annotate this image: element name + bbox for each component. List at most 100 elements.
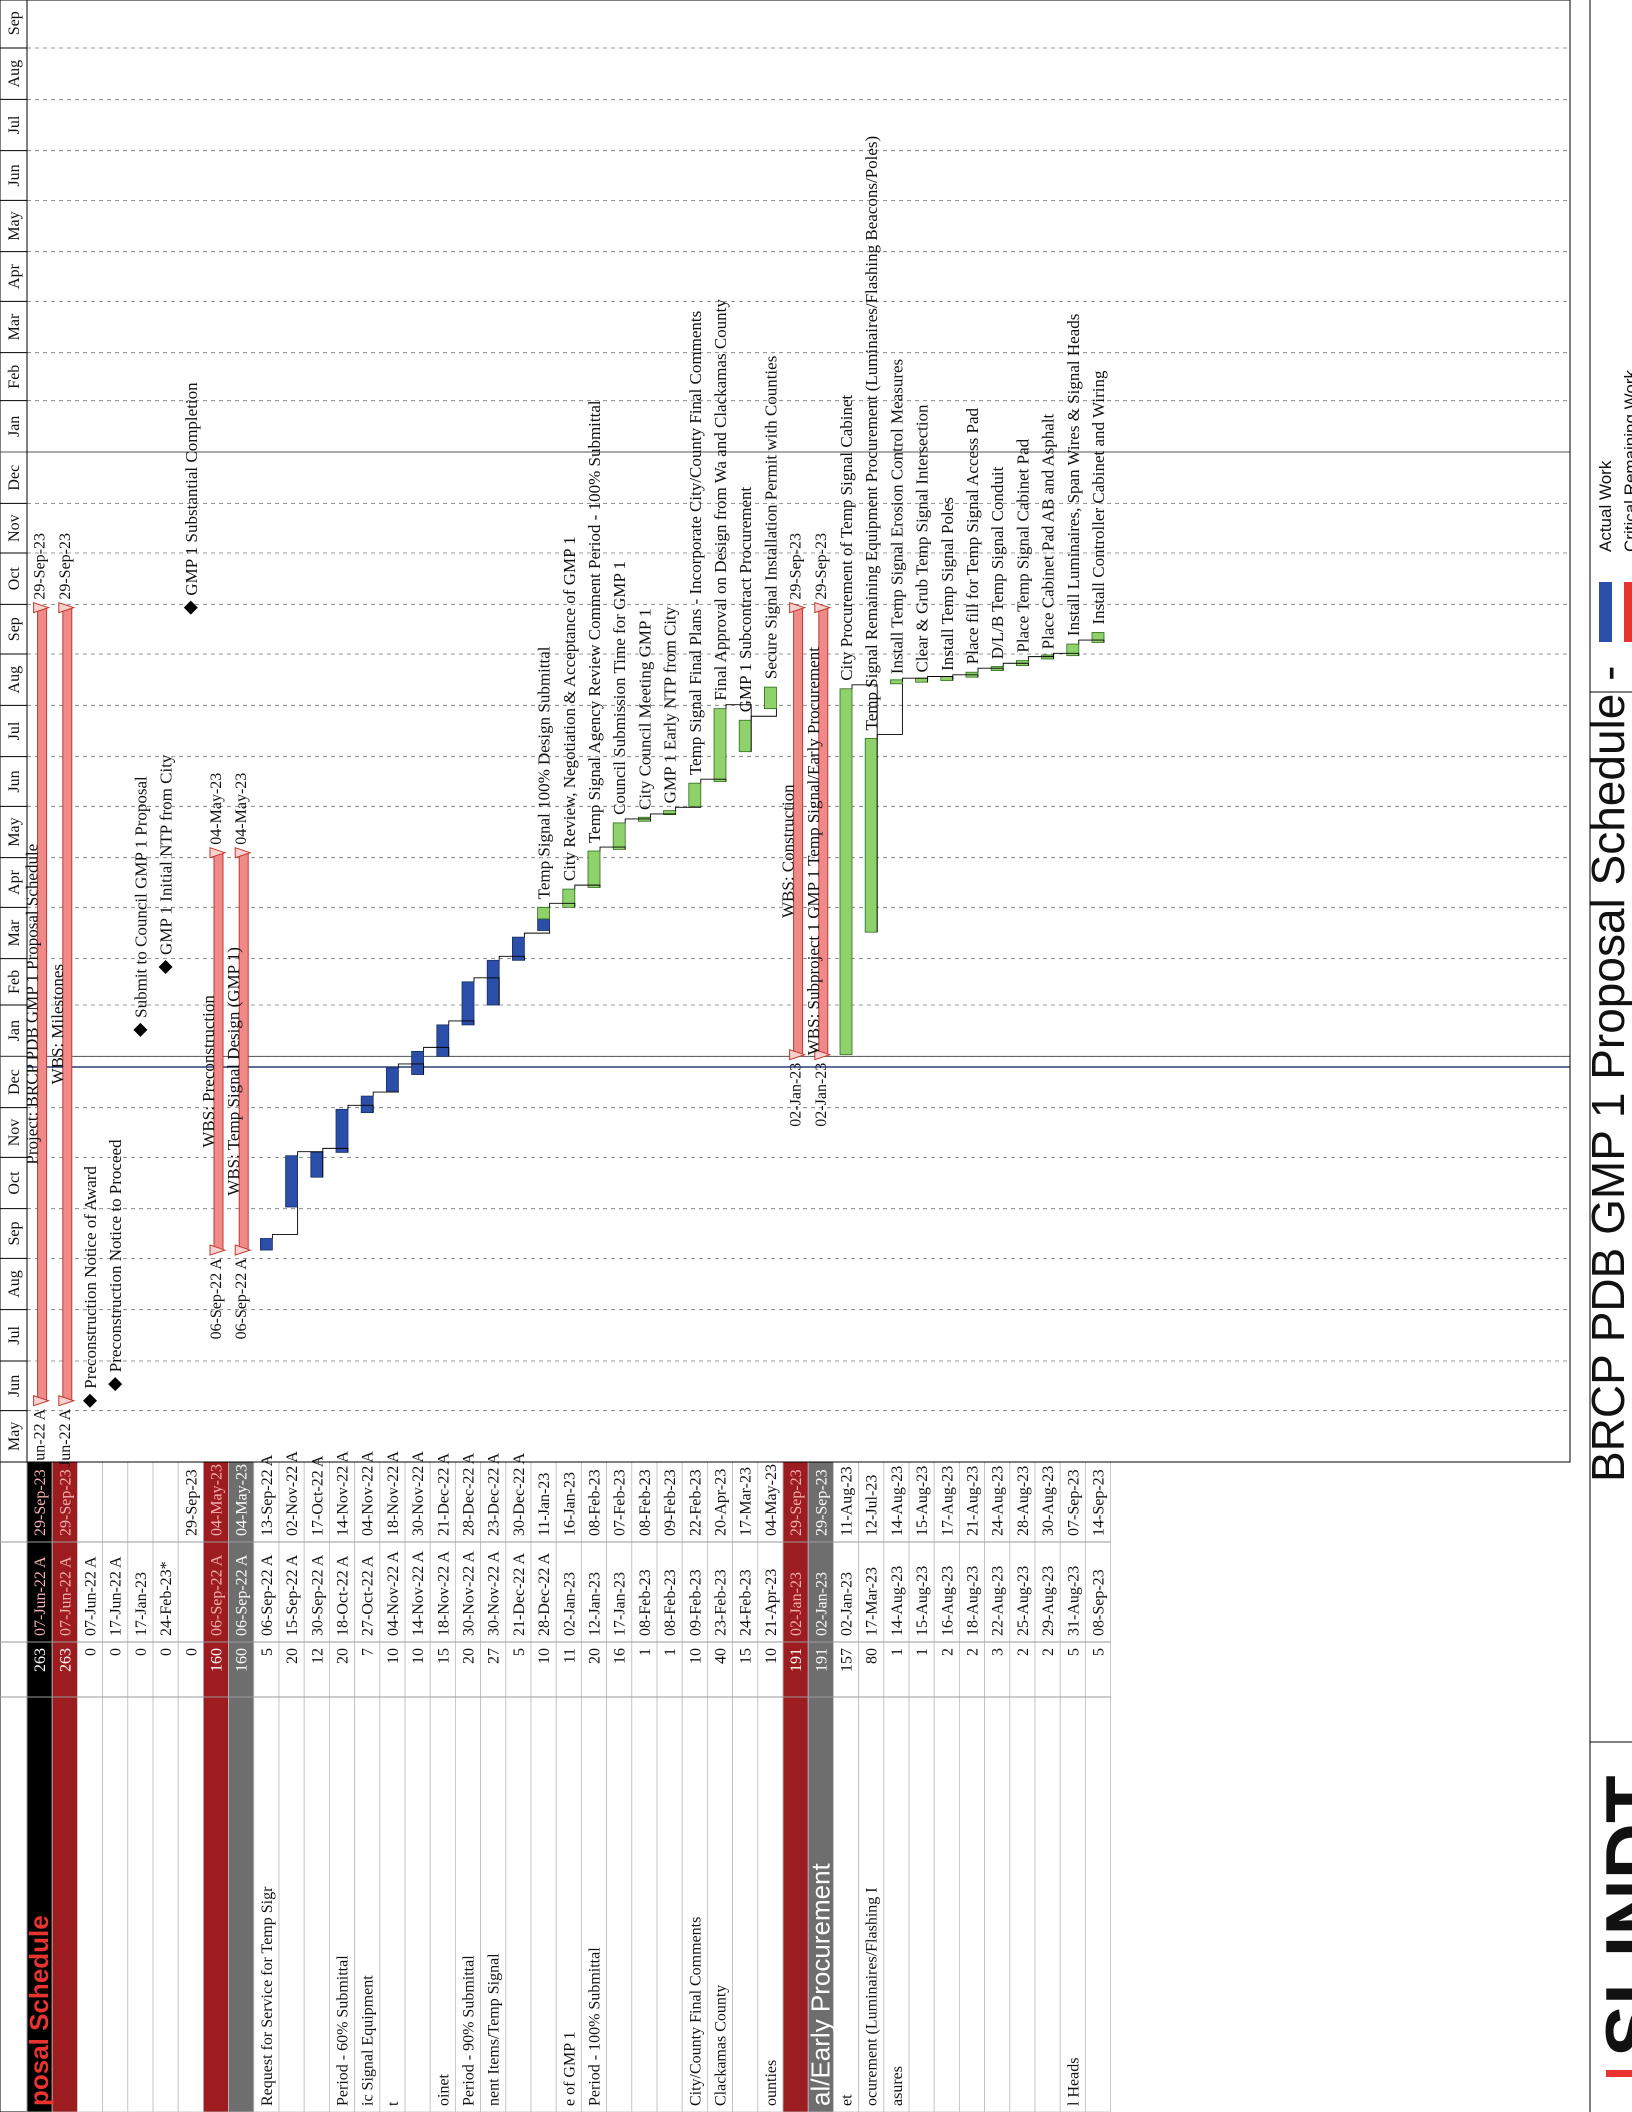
activity-bar-label: D/L/B Temp Signal Conduit bbox=[988, 466, 1007, 659]
logo-mark bbox=[1606, 2070, 1632, 2077]
table-row-bg bbox=[1034, 1461, 1061, 2112]
remaining-work-bar bbox=[839, 688, 853, 1056]
activity-name: oinet bbox=[435, 2073, 452, 2106]
finish-cell: 04-May-23 bbox=[763, 1464, 780, 1536]
table-row-bg bbox=[1059, 1461, 1086, 2112]
start-cell: 24-Feb-23 bbox=[738, 1569, 755, 1636]
relationship-line bbox=[624, 818, 651, 823]
legend-swatch-critical bbox=[1624, 582, 1632, 642]
finish-cell: 04-May-23 bbox=[209, 1464, 226, 1536]
summary-finish-label: 29-Sep-23 bbox=[813, 533, 830, 600]
summary-finish-caret bbox=[33, 601, 51, 614]
duration-cell: 20 bbox=[335, 1648, 352, 1664]
milestone-label: Submit to Council GMP 1 Proposal bbox=[131, 776, 150, 1018]
finish-cell: 17-Mar-23 bbox=[738, 1467, 755, 1536]
activity-bar-label: Clear & Grub Temp Signal Intersection bbox=[913, 404, 932, 673]
timescale-month-label: Jun bbox=[6, 770, 23, 792]
summary-start-caret bbox=[33, 1395, 51, 1407]
start-cell: 04-Nov-22 A bbox=[385, 1551, 402, 1636]
start-cell: 14-Aug-23 bbox=[889, 1566, 906, 1636]
finish-cell: 07-Feb-23 bbox=[612, 1469, 629, 1536]
relationship-line bbox=[549, 902, 576, 908]
relationship-line bbox=[1053, 652, 1080, 658]
duration-cell: 5 bbox=[1091, 1648, 1108, 1656]
logo-wordmark: SLINDT bbox=[1589, 1775, 1632, 2057]
activity-name: Period - 60% Submittal bbox=[335, 1955, 352, 2106]
start-cell: 08-Feb-23 bbox=[662, 1569, 679, 1636]
start-cell: 08-Feb-23 bbox=[637, 1569, 654, 1636]
finish-cell: 14-Aug-23 bbox=[889, 1466, 906, 1536]
finish-cell: 20-Apr-23 bbox=[713, 1469, 730, 1536]
activity-bar-label: Place Temp Signal Cabinet Pad bbox=[1013, 438, 1032, 652]
actual-work-bar bbox=[461, 981, 475, 1026]
duration-cell: 27 bbox=[486, 1648, 503, 1664]
relationship-line bbox=[347, 1104, 374, 1113]
activity-bar-label: Secure Signal Installation Permit with C… bbox=[761, 356, 780, 679]
timescale-month-label: Oct bbox=[6, 567, 23, 591]
timescale-month-label: Jun bbox=[6, 164, 23, 186]
finish-cell: 16-Jan-23 bbox=[561, 1472, 578, 1536]
activity-name: Request for Service for Temp Sigr bbox=[259, 1886, 276, 2106]
summary-start-label: Jun-22 A bbox=[57, 1408, 74, 1467]
duration-cell: 10 bbox=[536, 1648, 553, 1664]
activity-name: e of GMP 1 bbox=[561, 2031, 578, 2106]
duration-cell: 263 bbox=[32, 1648, 49, 1672]
timescale-month-label: Dec bbox=[6, 465, 23, 491]
finish-cell: 11-Aug-23 bbox=[839, 1466, 856, 1536]
table-header bbox=[0, 1461, 28, 2112]
activity-name: Period - 90% Submittal bbox=[461, 1955, 478, 2106]
remaining-work-bar bbox=[1066, 643, 1080, 657]
activity-name: ounties bbox=[763, 2060, 780, 2106]
legend-label-critical: Critical Remaining Work bbox=[1621, 369, 1632, 552]
duration-cell: 1 bbox=[637, 1648, 654, 1656]
summary-finish-label: 04-May-23 bbox=[208, 773, 225, 845]
relationship-line bbox=[322, 1147, 349, 1153]
summary-finish-label: 29-Sep-23 bbox=[32, 533, 49, 600]
activity-bar-label: Install Temp Signal Erosion Control Meas… bbox=[887, 359, 906, 674]
actual-work-bar bbox=[436, 1024, 450, 1057]
duration-cell: 0 bbox=[83, 1648, 100, 1656]
table-row-bg bbox=[933, 1461, 960, 2112]
timescale-month-label: Nov bbox=[6, 1119, 23, 1147]
start-cell: 18-Aug-23 bbox=[965, 1566, 982, 1636]
activity-name: Clackamas County bbox=[713, 1985, 730, 2106]
timescale-month-label: Aug bbox=[6, 1270, 23, 1298]
duration-cell: 5 bbox=[511, 1648, 528, 1656]
start-cell: 18-Nov-22 A bbox=[435, 1551, 452, 1636]
activity-bar-label: City Review, Negotiation & Acceptance of… bbox=[560, 536, 579, 881]
remaining-work-bar bbox=[713, 708, 727, 782]
duration-cell: 15 bbox=[435, 1648, 452, 1664]
finish-cell: 28-Dec-22 A bbox=[461, 1452, 478, 1536]
finish-cell: 12-Jul-23 bbox=[864, 1475, 881, 1536]
duration-cell: 3 bbox=[990, 1648, 1007, 1656]
remaining-work-bar bbox=[940, 676, 954, 681]
start-cell: 02-Jan-23 bbox=[788, 1572, 805, 1636]
timescale-month-label: Jun bbox=[6, 1375, 23, 1397]
timescale-month-label: Jan bbox=[6, 416, 23, 437]
timescale-month-label: Aug bbox=[6, 60, 23, 88]
start-cell: 30-Sep-22 A bbox=[309, 1554, 326, 1636]
duration-cell: 2 bbox=[939, 1648, 956, 1656]
activity-name: asures bbox=[889, 2066, 906, 2106]
timescale-month-label: May bbox=[6, 1422, 23, 1451]
relationship-line bbox=[725, 704, 752, 752]
relationship-line bbox=[649, 813, 677, 818]
timescale-month-label: May bbox=[6, 211, 23, 240]
duration-cell: 0 bbox=[133, 1648, 150, 1656]
timescale-month-label: Nov bbox=[6, 514, 23, 542]
duration-cell: 191 bbox=[788, 1648, 805, 1672]
finish-cell: 29-Sep-23 bbox=[813, 1469, 830, 1536]
milestone-label: Preconstruction Notice of Award bbox=[81, 1166, 100, 1389]
finish-cell: 14-Sep-23 bbox=[1091, 1469, 1108, 1536]
relationship-line bbox=[523, 930, 551, 938]
start-cell: 07-Jun-22 A bbox=[57, 1556, 74, 1636]
duration-cell: 16 bbox=[612, 1648, 629, 1664]
summary-start-label: Jun-22 A bbox=[32, 1408, 49, 1467]
start-cell: 24-Feb-23* bbox=[158, 1561, 175, 1636]
timescale-month-label: Mar bbox=[6, 313, 23, 340]
timescale-month-label: Jan bbox=[6, 1020, 23, 1041]
relationship-line bbox=[271, 1207, 299, 1239]
duration-cell: 191 bbox=[813, 1648, 830, 1672]
finish-cell: 14-Nov-22 A bbox=[335, 1451, 352, 1536]
